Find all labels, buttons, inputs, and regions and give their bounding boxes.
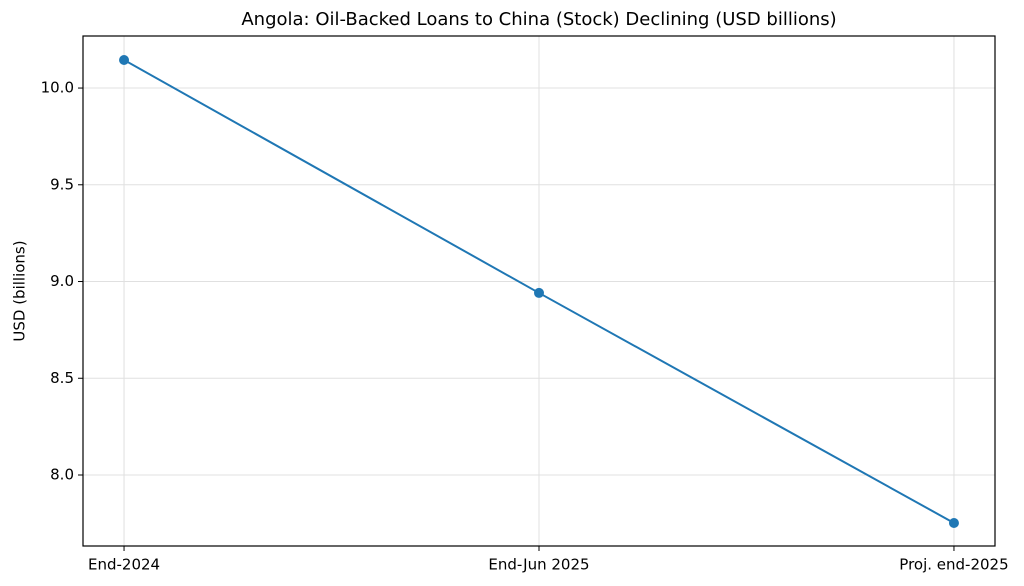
point: [534, 287, 544, 298]
chart-title: Angola: Oil-Backed Loans to China (Stock…: [241, 9, 836, 30]
x-tick-label: Proj. end-2025: [899, 556, 1008, 574]
y-tick-label: 10.0: [41, 79, 74, 97]
point: [119, 54, 130, 65]
y-tick-label: 9.5: [50, 175, 74, 193]
point: [948, 517, 959, 528]
y-tick-label: 8.5: [50, 369, 74, 387]
y-tick-label: 9.0: [50, 272, 74, 290]
y-tick-label: 8.0: [50, 465, 74, 483]
x-tick-label: End-2024: [88, 556, 160, 574]
y-axis-label: USD (billions): [11, 240, 29, 341]
plot-frame: [82, 35, 996, 547]
x-tick-label: End-Jun 2025: [488, 556, 589, 574]
